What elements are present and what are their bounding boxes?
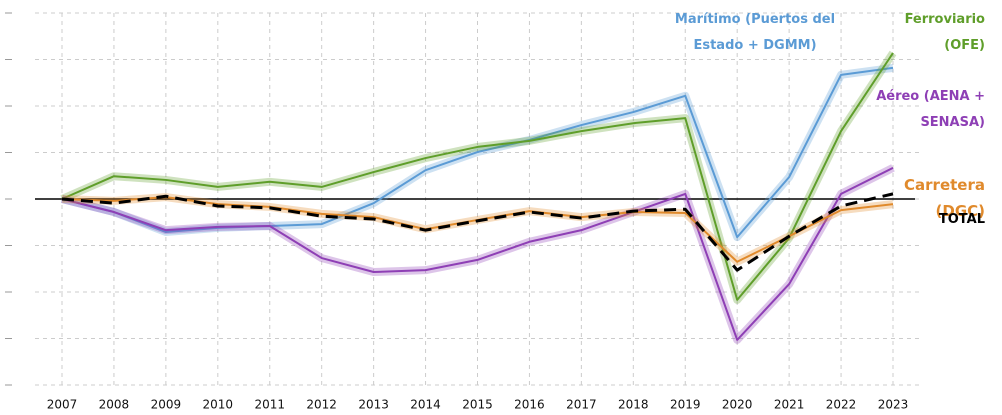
x-tick-label: 2014 <box>410 398 441 412</box>
x-tick-label: 2023 <box>878 398 909 412</box>
series-label: Aéreo (AENA + SENASA) <box>876 89 985 130</box>
x-tick-label: 2008 <box>99 398 130 412</box>
series-label: TOTAL <box>938 212 985 227</box>
x-tick-label: 2011 <box>254 398 285 412</box>
x-tick-label: 2016 <box>514 398 545 412</box>
x-tick-label: 2010 <box>203 398 234 412</box>
x-tick-label: 2013 <box>358 398 389 412</box>
x-tick-label: 2012 <box>306 398 337 412</box>
x-tick-label: 2009 <box>151 398 182 412</box>
x-tick-label: 2015 <box>462 398 493 412</box>
series-line <box>61 192 894 272</box>
x-tick-label: 2020 <box>722 398 753 412</box>
x-tick-label: 2019 <box>670 398 701 412</box>
x-tick-label: 2007 <box>47 398 78 412</box>
x-tick-label: 2021 <box>774 398 805 412</box>
series-line <box>61 66 894 239</box>
x-tick-label: 2022 <box>826 398 857 412</box>
series-line <box>61 52 894 301</box>
x-tick-label: 2018 <box>618 398 649 412</box>
series-label: Carretera (DGC) <box>904 176 985 220</box>
series-label: Ferroviario (OFE) <box>904 12 985 53</box>
x-tick-label: 2017 <box>566 398 597 412</box>
series-label: Marítimo (Puertos del Estado + DGMM) <box>674 12 836 53</box>
series-line <box>61 166 894 341</box>
